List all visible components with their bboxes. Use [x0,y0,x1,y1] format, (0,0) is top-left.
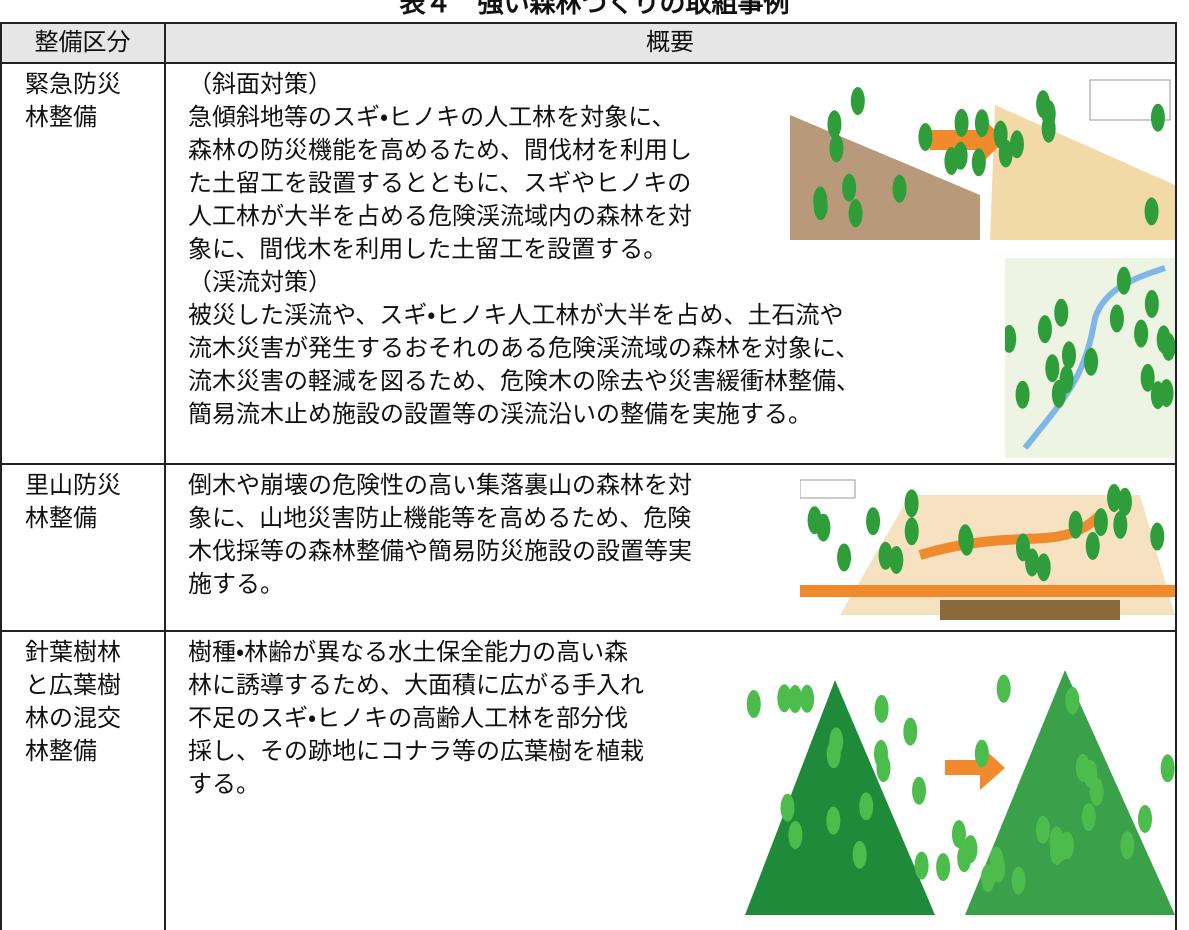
cell-text: 被災した渓流や、スギ・ヒノキ人工林が大半を占め、土石流や [188,301,844,329]
illustration [800,479,1175,620]
cell-text: 緊急防災 [25,70,121,98]
cell-text: 簡易流木止め施設の設置等の渓流沿いの整備を実施する。 [188,400,812,428]
cell-text: 急傾斜地等のスギ・ヒノキの人工林を対象に、 [188,103,676,131]
cell-text: 林に誘導するため、大面積に広がる手入れ [188,671,644,699]
cell-text: 針葉樹林 [25,638,121,666]
cell-text: た土留工を設置するとともに、スギやヒノキの [188,169,692,197]
cell-text: 里山防災 [25,471,121,499]
cell-text: （渓流対策） [188,268,332,296]
cell-text: と広葉樹 [25,671,121,699]
cell-text: する。 [188,770,260,798]
cell-text: 流木災害が発生するおそれのある危険渓流域の森林を対象に、 [188,334,860,362]
illustration [745,670,1175,915]
cell-text: 施する。 [188,570,284,598]
header-cell: 概要 [646,28,694,56]
cell-text: 林整備 [25,103,97,131]
cell-text: 象に、山地災害防止機能等を高めるため、危険 [188,504,692,532]
rule [0,62,1177,64]
illustration [1005,258,1175,458]
rule [0,22,2,930]
rule [1175,22,1177,930]
cell-text: 象に、間伐木を利用した土留工を設置する。 [188,235,668,263]
header-cell: 整備区分 [34,28,131,56]
cell-text: 林の混交 [25,704,121,732]
cell-text: 木伐採等の森林整備や簡易防災施設の設置等実 [188,537,692,565]
cell-text: 倒木や崩壊の危険性の高い集落裏山の森林を対 [188,471,692,499]
cell-text: 採し、その跡地にコナラ等の広葉樹を植栽 [188,737,644,765]
cell-text: 林整備 [25,504,97,532]
cell-text: 不足のスギ・ヒノキの高齢人工林を部分伐 [188,704,629,732]
cell-text: 樹種・林齢が異なる水土保全能力の高い森 [188,638,629,666]
cell-text: 流木災害の軽減を図るため、危険木の除去や災害緩衝林整備、 [188,367,860,395]
cell-text: 人工林が大半を占める危険渓流域内の森林を対 [188,202,692,230]
rule [0,630,1177,632]
illustration [790,79,1175,240]
rule [0,22,1177,24]
rule [0,463,1177,465]
rule [164,22,166,930]
cell-text: 森林の防災機能を高めるため、間伐材を利用し [188,136,692,164]
cell-text: 林整備 [25,737,97,765]
table-title: 表４ 強い森林づくりの取組事例 [399,0,790,19]
cell-text: （斜面対策） [188,70,332,98]
header-bg [1,23,1176,62]
